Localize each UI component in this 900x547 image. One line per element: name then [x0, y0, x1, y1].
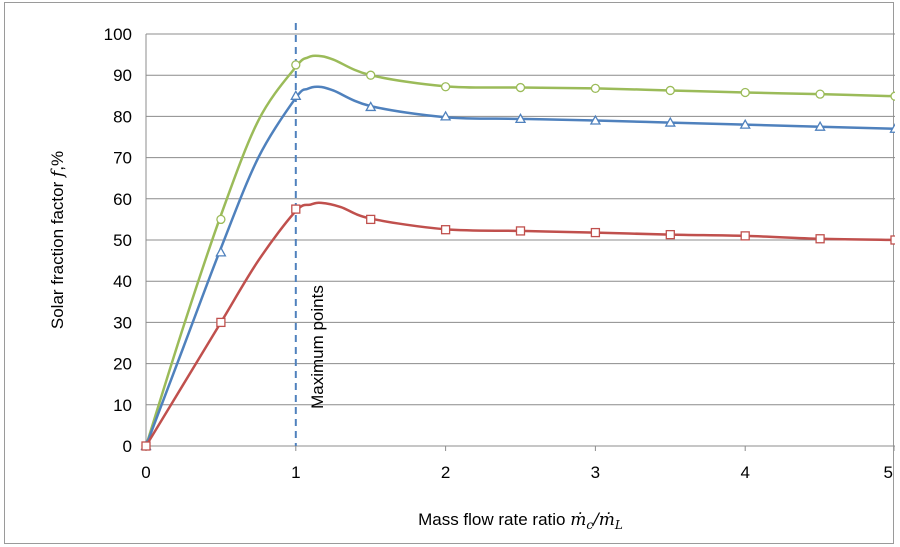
y-axis-label-symbol: f: [48, 168, 68, 179]
x-axis-label-sub-c: c: [586, 518, 593, 532]
data-point-square-4: [440, 225, 451, 235]
axes: [145, 34, 895, 451]
data-point-triangle-6: [589, 114, 602, 125]
y-tick-label-80: 80: [113, 107, 132, 126]
data-point-square-7: [665, 229, 675, 240]
x-tick-labels: 0 1 2 3 4 5: [141, 463, 893, 482]
data-point-circle-7: [665, 85, 675, 96]
y-tick-label-100: 100: [104, 25, 132, 44]
data-point-circle-8: [740, 87, 750, 98]
data-point-circle-5: [515, 82, 526, 93]
data-point-triangle-4: [439, 110, 452, 121]
x-tick-label-1: 1: [291, 463, 300, 482]
x-axis-label: Mass flow rate ratio ṁc/ṁL: [418, 510, 623, 532]
grid-lines: [146, 33, 895, 406]
y-tick-label-30: 30: [113, 313, 132, 332]
y-tick-label-40: 40: [113, 272, 132, 291]
y-tick-label-0: 0: [123, 437, 132, 456]
data-point-triangle-9: [814, 120, 826, 131]
x-tick-label-4: 4: [740, 463, 749, 482]
data-point-square-1: [216, 317, 226, 328]
maximum-points-label: Maximum points: [308, 285, 327, 409]
y-tick-label-60: 60: [113, 190, 132, 209]
data-point-square-5: [515, 226, 526, 236]
data-point-triangle-8: [739, 118, 751, 129]
data-point-square-3: [366, 214, 376, 225]
y-axis-label-text: Solar fraction factor: [48, 177, 67, 329]
x-axis-label-mdot-c: ṁ: [570, 510, 586, 530]
line-chart: 0 10 20 30 40 50 60 70 80 90 100 0 1 2 3 4 5 Maximum po…: [48, 23, 895, 532]
series-line-square: [144, 201, 895, 447]
x-tick-label-5: 5: [884, 463, 893, 482]
data-point-triangle-3: [365, 101, 377, 112]
y-tick-label-90: 90: [113, 66, 132, 85]
x-axis-label-mdot-l: /ṁ: [591, 510, 615, 530]
data-point-circle-6: [590, 83, 601, 94]
y-tick-label-50: 50: [113, 231, 132, 250]
data-point-square-8: [740, 231, 750, 241]
annotation-layer: Maximum points: [294, 23, 327, 446]
data-point-square-10: [890, 235, 895, 245]
series-line-triangle: [144, 85, 895, 447]
x-tick-label-3: 3: [591, 463, 600, 482]
data-point-circle-2: [291, 60, 301, 70]
data-point-triangle-2: [290, 89, 302, 100]
x-tick-label-2: 2: [441, 463, 450, 482]
data-point-circle-9: [815, 89, 825, 99]
y-tick-labels: 0 10 20 30 40 50 60 70 80 90 100: [104, 25, 132, 456]
marker-layer: [140, 60, 895, 451]
data-point-square-0: [141, 441, 151, 451]
data-point-circle-1: [216, 214, 226, 225]
data-point-square-2: [291, 204, 301, 214]
chart-frame: 0 10 20 30 40 50 60 70 80 90 100 0 1 2 3 4 5 Maximum po…: [4, 2, 895, 544]
y-axis-label-unit: ,%: [48, 151, 67, 171]
x-axis-label-text: Mass flow rate ratio: [418, 510, 570, 529]
data-point-circle-10: [890, 91, 895, 101]
y-axis-label: Solar fraction factor f,%: [48, 151, 68, 329]
data-point-triangle-1: [215, 246, 227, 257]
x-axis-label-sub-l: L: [614, 518, 623, 532]
data-point-square-9: [815, 234, 825, 244]
data-point-triangle-5: [514, 113, 527, 124]
data-point-triangle-10: [889, 122, 895, 133]
x-tick-label-0: 0: [141, 463, 150, 482]
y-tick-label-70: 70: [113, 149, 132, 168]
data-point-circle-3: [366, 70, 376, 80]
data-point-triangle-7: [664, 116, 676, 127]
data-point-square-6: [590, 227, 601, 238]
y-tick-label-20: 20: [113, 355, 132, 374]
y-tick-label-10: 10: [113, 396, 132, 415]
data-point-circle-4: [440, 82, 451, 92]
